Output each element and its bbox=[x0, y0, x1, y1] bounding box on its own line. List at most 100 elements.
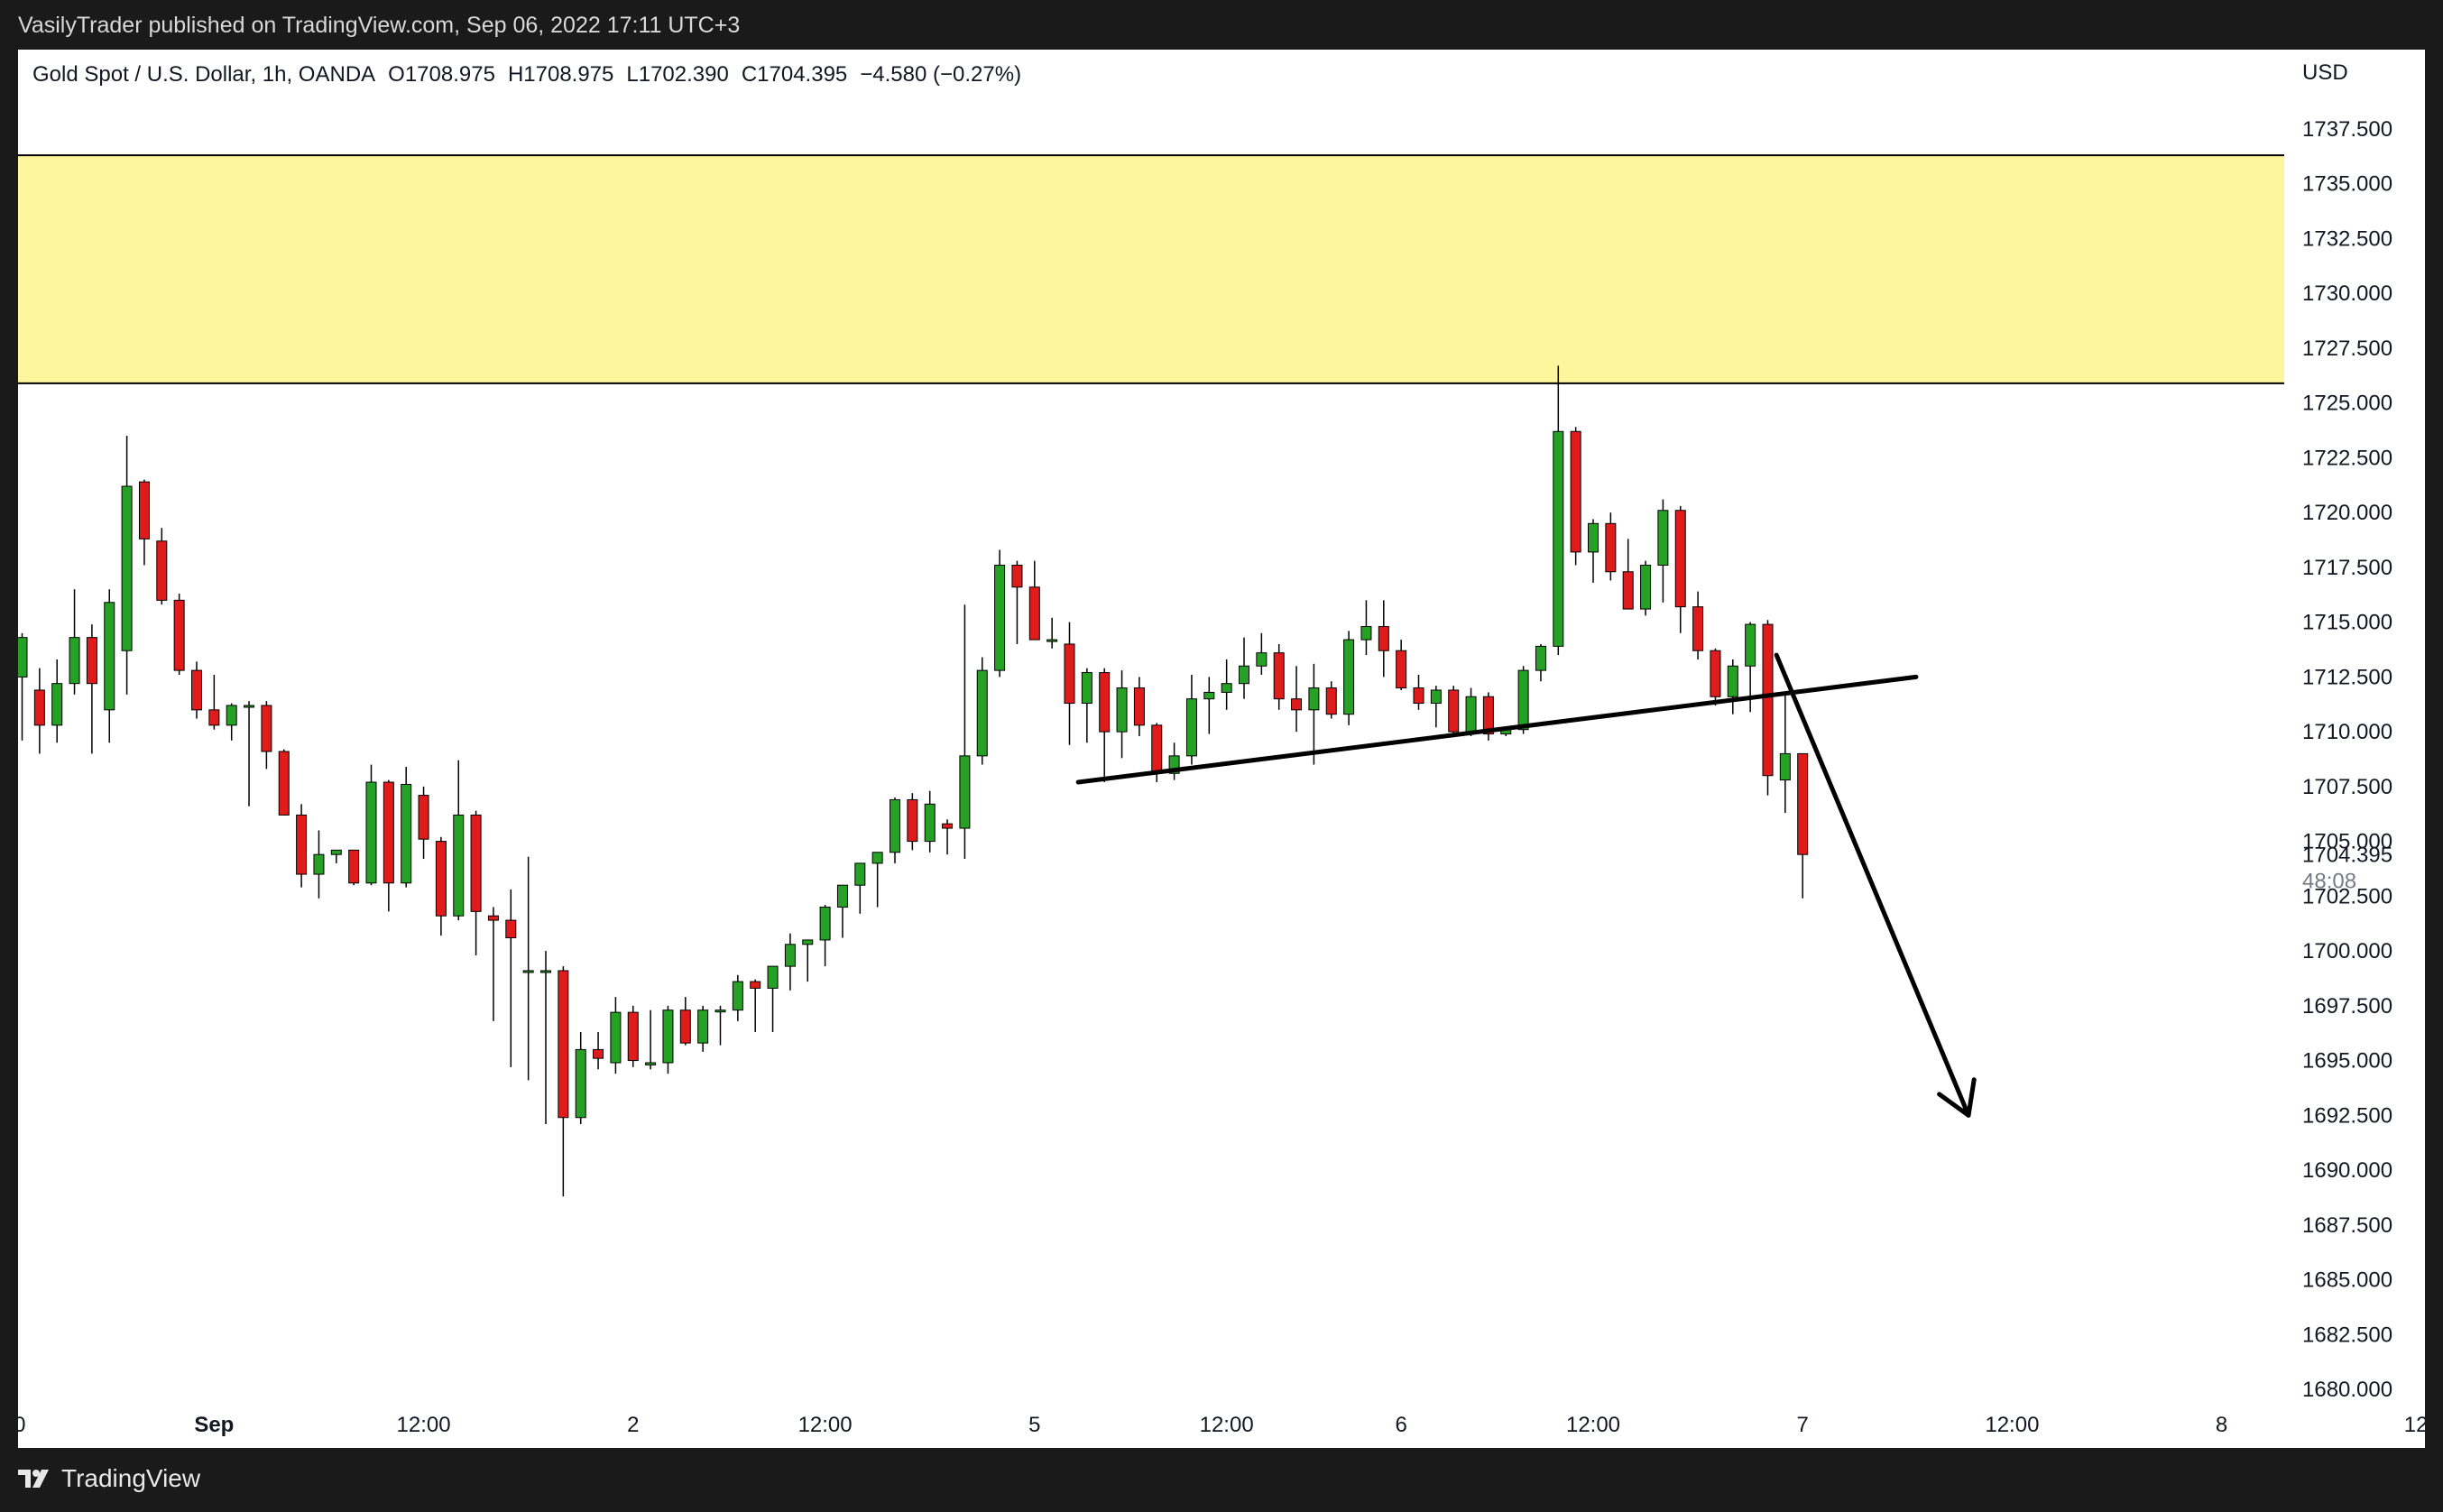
candle[interactable] bbox=[854, 862, 866, 914]
candle[interactable] bbox=[1116, 670, 1128, 759]
forecast-arrow-head[interactable] bbox=[1937, 1077, 1977, 1118]
candle[interactable] bbox=[1343, 631, 1355, 725]
candle[interactable] bbox=[348, 849, 360, 886]
candle[interactable] bbox=[679, 997, 691, 1046]
candle[interactable] bbox=[610, 997, 622, 1074]
candle[interactable] bbox=[1185, 674, 1197, 765]
candle[interactable] bbox=[558, 966, 569, 1197]
candle[interactable] bbox=[244, 701, 255, 807]
candle[interactable] bbox=[1413, 674, 1424, 710]
candle[interactable] bbox=[1622, 539, 1634, 610]
candle[interactable] bbox=[819, 905, 831, 967]
candle[interactable] bbox=[1203, 677, 1215, 734]
candle[interactable] bbox=[121, 436, 133, 695]
price-chart[interactable]: 1737.500 1735.000 1732.500 1730.000 1727.500… bbox=[18, 50, 2425, 1448]
candle[interactable] bbox=[750, 979, 761, 1032]
candle[interactable] bbox=[1779, 692, 1791, 814]
candle[interactable] bbox=[173, 594, 185, 675]
candle[interactable] bbox=[645, 1010, 657, 1070]
candle[interactable] bbox=[1640, 560, 1652, 616]
candle[interactable] bbox=[1570, 427, 1581, 566]
candle[interactable] bbox=[732, 974, 743, 1021]
candle[interactable] bbox=[435, 836, 447, 936]
candle[interactable] bbox=[1553, 365, 1564, 656]
chart-panel[interactable]: 1737.500 1735.000 1732.500 1730.000 1727.500… bbox=[18, 50, 2425, 1448]
candle[interactable] bbox=[1239, 637, 1249, 699]
candle[interactable] bbox=[86, 624, 97, 754]
candle[interactable] bbox=[1256, 632, 1268, 675]
candle[interactable] bbox=[994, 549, 1006, 678]
candle[interactable] bbox=[1657, 499, 1669, 603]
candle[interactable] bbox=[697, 1005, 709, 1052]
candle[interactable] bbox=[1325, 681, 1337, 719]
candle[interactable] bbox=[907, 793, 918, 851]
candle[interactable] bbox=[156, 528, 168, 605]
candle[interactable] bbox=[226, 703, 237, 741]
candle[interactable] bbox=[453, 760, 465, 921]
candle[interactable] bbox=[1168, 742, 1180, 780]
candle[interactable] bbox=[1011, 560, 1023, 644]
candle[interactable] bbox=[1360, 600, 1372, 656]
candle[interactable] bbox=[505, 890, 517, 1067]
candle[interactable] bbox=[1378, 600, 1389, 678]
candle[interactable] bbox=[51, 659, 63, 743]
candle[interactable] bbox=[976, 657, 988, 765]
candle[interactable] bbox=[1588, 519, 1599, 583]
candle[interactable] bbox=[714, 1005, 726, 1046]
forecast-arrow-shaft[interactable] bbox=[1774, 652, 1971, 1118]
candle[interactable] bbox=[802, 939, 814, 982]
support-trendline[interactable] bbox=[1075, 674, 1919, 785]
candle[interactable] bbox=[69, 589, 80, 695]
candle[interactable] bbox=[18, 632, 28, 741]
candle[interactable] bbox=[1081, 668, 1092, 743]
candle[interactable] bbox=[1448, 686, 1460, 734]
candle[interactable] bbox=[1064, 622, 1075, 745]
candle[interactable] bbox=[1797, 752, 1809, 899]
candle[interactable] bbox=[278, 749, 290, 816]
candle[interactable] bbox=[522, 856, 534, 1081]
candle[interactable] bbox=[924, 790, 936, 853]
candle[interactable] bbox=[1028, 560, 1040, 641]
resistance-zone[interactable] bbox=[18, 155, 2284, 383]
candle[interactable] bbox=[871, 852, 883, 908]
candle[interactable] bbox=[296, 804, 308, 888]
candle[interactable] bbox=[1099, 668, 1111, 783]
candle[interactable] bbox=[1291, 666, 1303, 733]
candle[interactable] bbox=[1430, 686, 1442, 728]
candle[interactable] bbox=[208, 674, 220, 730]
candle[interactable] bbox=[1605, 512, 1617, 581]
candle[interactable] bbox=[487, 907, 499, 1021]
candle[interactable] bbox=[890, 797, 900, 863]
candle[interactable] bbox=[1308, 663, 1320, 765]
candle[interactable] bbox=[1535, 643, 1546, 682]
candle[interactable] bbox=[33, 668, 45, 754]
candle[interactable] bbox=[1221, 659, 1232, 710]
candle[interactable] bbox=[1396, 640, 1407, 690]
candle[interactable] bbox=[1517, 666, 1529, 734]
candle[interactable] bbox=[540, 951, 551, 1125]
candle[interactable] bbox=[330, 849, 342, 863]
candle[interactable] bbox=[401, 767, 412, 888]
candle[interactable] bbox=[470, 810, 482, 955]
candle[interactable] bbox=[1727, 659, 1738, 715]
candle[interactable] bbox=[313, 830, 325, 899]
candle[interactable] bbox=[575, 1031, 586, 1125]
candle[interactable] bbox=[784, 933, 796, 991]
tradingview-logo[interactable]: TradingView bbox=[18, 1464, 200, 1493]
candle[interactable] bbox=[104, 589, 115, 743]
candle[interactable] bbox=[261, 701, 272, 770]
candle[interactable] bbox=[1674, 505, 1686, 633]
candle[interactable] bbox=[1762, 620, 1774, 796]
candle[interactable] bbox=[1273, 643, 1285, 710]
candle[interactable] bbox=[767, 965, 779, 1032]
candle[interactable] bbox=[1046, 617, 1058, 649]
candle[interactable] bbox=[959, 604, 971, 860]
candle[interactable] bbox=[942, 819, 954, 855]
candle[interactable] bbox=[191, 661, 202, 719]
candle[interactable] bbox=[1692, 591, 1704, 659]
candle[interactable] bbox=[627, 1005, 639, 1067]
candle[interactable] bbox=[138, 479, 150, 566]
candle[interactable] bbox=[593, 1031, 604, 1070]
candle[interactable] bbox=[662, 1005, 674, 1074]
candle[interactable] bbox=[1465, 687, 1477, 736]
